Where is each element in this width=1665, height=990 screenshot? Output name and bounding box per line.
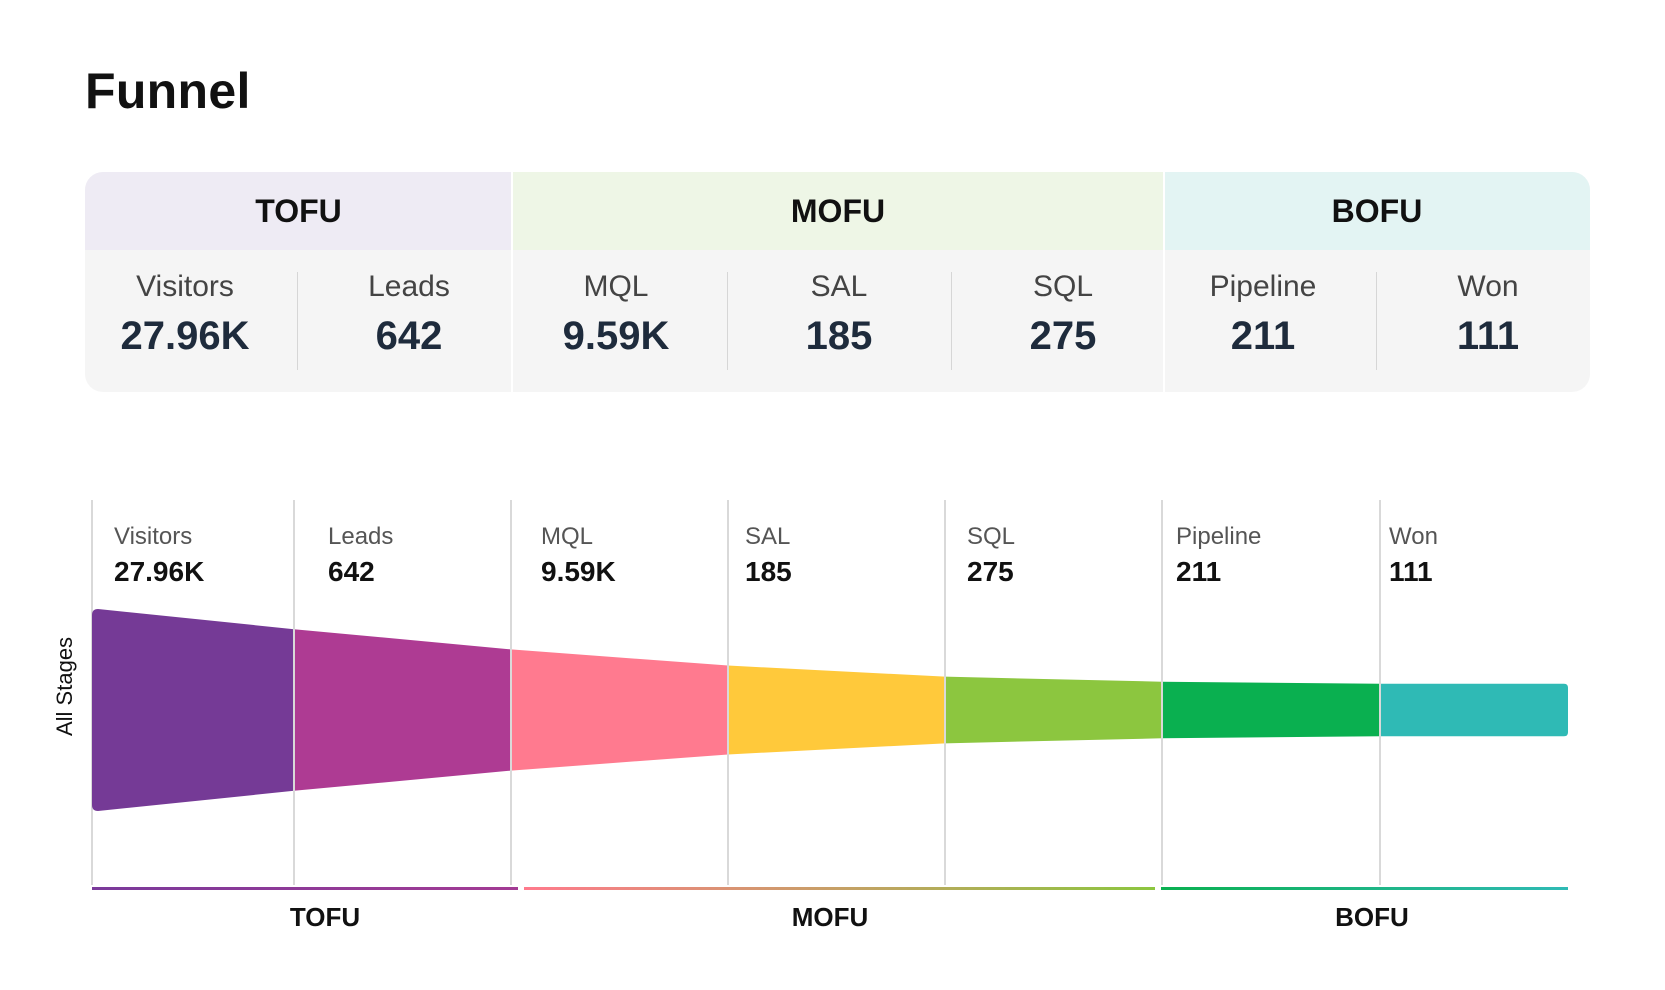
y-axis-label: All Stages [52,636,77,736]
stat-sal: SAL 185 [729,267,949,377]
stat-value: 27.96K [120,314,250,358]
stat-label: Visitors [136,270,234,303]
stat-label: SAL [810,270,868,303]
stat-divider [727,272,728,370]
funnel-band-sal [728,665,945,755]
stat-label: MQL [583,270,649,303]
stat-value: 111 [1456,314,1520,358]
stat-leads: Leads 642 [299,267,519,377]
funnel-stage-label: MQL [541,523,594,550]
stat-value: 642 [375,314,443,358]
group-bar-mofu [524,887,1155,890]
stat-won: Won 111 [1378,267,1590,377]
funnel-band-visitors [92,609,294,811]
stat-divider [1376,272,1377,370]
funnel-stage-value: 185 [745,556,792,587]
funnel-stage-label: Pipeline [1176,523,1262,550]
group-divider [1163,172,1165,392]
funnel-band-sql [945,676,1162,744]
group-header-bofu: BOFU [1164,172,1590,250]
stat-pipeline: Pipeline 211 [1153,267,1373,377]
group-header-tofu: TOFU [85,172,512,250]
funnel-chart [91,500,1568,890]
funnel-stage-value: 9.59K [541,556,616,587]
stat-divider [951,272,952,370]
funnel-stage-value: 111 [1389,556,1433,587]
stat-sql: SQL 275 [953,267,1173,377]
funnel-stage-value: 211 [1176,556,1222,587]
group-footer-tofu: TOFU [289,902,361,932]
funnel-stage-label: SAL [745,523,791,550]
funnel-stage-value: 642 [328,556,375,587]
funnel-band-leads [294,629,511,791]
stat-label: SQL [1032,270,1094,303]
summary-card: TOFU MOFU BOFU Visitors 27.96K Leads 642… [85,172,1590,392]
stat-value: 185 [805,314,873,358]
group-bar-tofu [92,887,518,890]
group-footer-bofu: BOFU [1335,902,1409,932]
page-title: Funnel [85,63,251,119]
stat-value: 211 [1230,314,1296,358]
group-bar-bofu [1161,887,1568,890]
funnel-stage-label: Won [1389,523,1438,550]
funnel-stage-label: Visitors [114,523,193,550]
stat-value: 275 [1029,314,1097,358]
stat-value: 9.59K [562,314,670,358]
funnel-band-pipeline [1162,681,1380,739]
stat-label: Pipeline [1209,270,1317,303]
funnel-bands [92,500,1568,885]
stat-divider [297,272,298,370]
stat-visitors: Visitors 27.96K [85,267,295,377]
stat-label: Won [1457,270,1519,303]
group-footer-mofu: MOFU [791,902,869,932]
stat-label: Leads [368,270,450,303]
funnel-band-won [1380,683,1568,737]
funnel-band-mql [511,649,728,771]
funnel-stage-value: 275 [967,556,1014,587]
group-divider [511,172,513,392]
group-header-mofu: MOFU [512,172,1164,250]
funnel-stage-label: Leads [328,523,394,550]
group-bars [92,887,1568,890]
funnel-stage-value: 27.96K [114,556,205,587]
stat-mql: MQL 9.59K [506,267,726,377]
funnel-stage-label: SQL [967,523,1016,550]
